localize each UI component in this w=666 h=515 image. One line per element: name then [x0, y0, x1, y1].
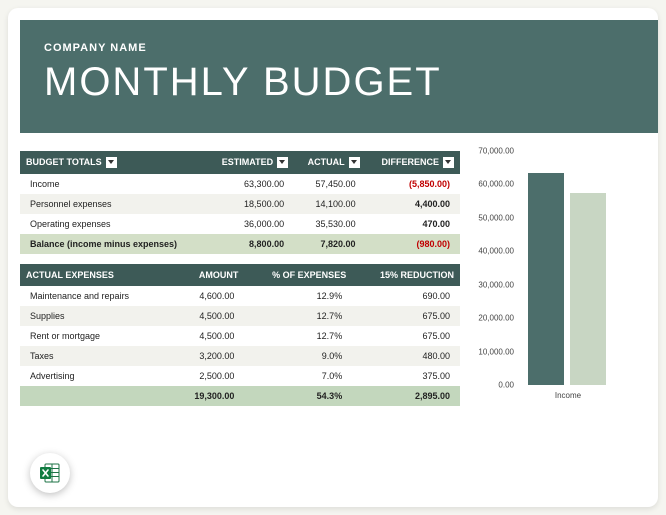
cell-estimated: 18,500.00 [207, 194, 295, 214]
table-row[interactable]: Maintenance and repairs4,600.0012.9%690.… [20, 286, 460, 306]
chart-y-label: 60,000.00 [470, 180, 514, 189]
cell-reduction: 690.00 [352, 286, 460, 306]
chart-bar [528, 173, 564, 385]
template-card: COMPANY NAME MONTHLY BUDGET BUDGET TOTAL… [8, 8, 658, 507]
hero-banner: COMPANY NAME MONTHLY BUDGET [20, 20, 658, 133]
cell-estimated: 36,000.00 [207, 214, 295, 234]
cell-actual: 35,530.00 [294, 214, 365, 234]
actual-expenses-header-row: ACTUAL EXPENSES AMOUNT % OF EXPENSES 15%… [20, 264, 460, 286]
excel-badge[interactable] [30, 453, 70, 493]
col-difference[interactable]: DIFFERENCE [366, 151, 460, 174]
cell-amount: 19,300.00 [169, 386, 244, 406]
table-row[interactable]: Personnel expenses18,500.0014,100.004,40… [20, 194, 460, 214]
col-amount[interactable]: AMOUNT [169, 264, 244, 286]
chart-y-label: 70,000.00 [470, 147, 514, 156]
cell-amount: 4,500.00 [169, 306, 244, 326]
cell-amount: 4,500.00 [169, 326, 244, 346]
excel-icon [38, 461, 62, 485]
company-name: COMPANY NAME [44, 42, 634, 54]
table-row[interactable]: Taxes3,200.009.0%480.00 [20, 346, 460, 366]
cell-reduction: 675.00 [352, 306, 460, 326]
table-row[interactable]: Supplies4,500.0012.7%675.00 [20, 306, 460, 326]
col-budget-totals[interactable]: BUDGET TOTALS [20, 151, 207, 174]
row-label: Rent or mortgage [20, 326, 169, 346]
table-row[interactable]: Advertising2,500.007.0%375.00 [20, 366, 460, 386]
row-label: Advertising [20, 366, 169, 386]
filter-icon[interactable] [277, 157, 288, 168]
filter-icon[interactable] [106, 157, 117, 168]
cell-difference: (980.00) [366, 234, 460, 254]
budget-totals-header-row: BUDGET TOTALS ESTIMATED ACTUAL DIFFERENC… [20, 151, 460, 174]
row-label: Maintenance and repairs [20, 286, 169, 306]
table-row[interactable]: Income63,300.0057,450.00(5,850.00) [20, 174, 460, 194]
col-actual[interactable]: ACTUAL [294, 151, 365, 174]
col-15-reduction[interactable]: 15% REDUCTION [352, 264, 460, 286]
cell-pct: 9.0% [244, 346, 352, 366]
actual-expenses-table: ACTUAL EXPENSES AMOUNT % OF EXPENSES 15%… [20, 264, 460, 406]
cell-difference: (5,850.00) [366, 174, 460, 194]
chart-zone: Income 70,000.0060,000.0050,000.0040,000… [470, 151, 646, 411]
chart-y-label: 20,000.00 [470, 314, 514, 323]
totals-row[interactable]: 19,300.0054.3%2,895.00 [20, 386, 460, 406]
cell-actual: 57,450.00 [294, 174, 365, 194]
cell-pct: 54.3% [244, 386, 352, 406]
chart-y-label: 40,000.00 [470, 247, 514, 256]
row-label [20, 386, 169, 406]
cell-actual: 14,100.00 [294, 194, 365, 214]
filter-icon[interactable] [349, 157, 360, 168]
row-label: Balance (income minus expenses) [20, 234, 207, 254]
cell-difference: 470.00 [366, 214, 460, 234]
content-area: BUDGET TOTALS ESTIMATED ACTUAL DIFFERENC… [8, 151, 658, 423]
cell-reduction: 675.00 [352, 326, 460, 346]
cell-pct: 7.0% [244, 366, 352, 386]
chart-bar [570, 193, 606, 385]
cell-amount: 3,200.00 [169, 346, 244, 366]
row-label: Operating expenses [20, 214, 207, 234]
cell-reduction: 480.00 [352, 346, 460, 366]
row-label: Income [20, 174, 207, 194]
cell-difference: 4,400.00 [366, 194, 460, 214]
row-label: Supplies [20, 306, 169, 326]
col-estimated[interactable]: ESTIMATED [207, 151, 295, 174]
cell-pct: 12.7% [244, 306, 352, 326]
row-label: Taxes [20, 346, 169, 366]
chart-y-label: 30,000.00 [470, 280, 514, 289]
chart-y-label: 0.00 [470, 381, 514, 390]
page-title: MONTHLY BUDGET [44, 60, 634, 105]
cell-actual: 7,820.00 [294, 234, 365, 254]
cell-amount: 4,600.00 [169, 286, 244, 306]
chart-plot-area [520, 151, 616, 385]
income-bar-chart: Income 70,000.0060,000.0050,000.0040,000… [470, 151, 620, 411]
tables-column: BUDGET TOTALS ESTIMATED ACTUAL DIFFERENC… [20, 151, 460, 411]
cell-reduction: 375.00 [352, 366, 460, 386]
balance-row[interactable]: Balance (income minus expenses)8,800.007… [20, 234, 460, 254]
cell-reduction: 2,895.00 [352, 386, 460, 406]
chart-y-label: 10,000.00 [470, 347, 514, 356]
cell-pct: 12.9% [244, 286, 352, 306]
row-label: Personnel expenses [20, 194, 207, 214]
filter-icon[interactable] [443, 157, 454, 168]
table-row[interactable]: Operating expenses36,000.0035,530.00470.… [20, 214, 460, 234]
chart-y-label: 50,000.00 [470, 213, 514, 222]
col-pct-expenses[interactable]: % OF EXPENSES [244, 264, 352, 286]
cell-amount: 2,500.00 [169, 366, 244, 386]
cell-pct: 12.7% [244, 326, 352, 346]
col-actual-expenses[interactable]: ACTUAL EXPENSES [20, 264, 169, 286]
cell-estimated: 63,300.00 [207, 174, 295, 194]
cell-estimated: 8,800.00 [207, 234, 295, 254]
table-row[interactable]: Rent or mortgage4,500.0012.7%675.00 [20, 326, 460, 346]
chart-x-label: Income [520, 391, 616, 400]
budget-totals-table: BUDGET TOTALS ESTIMATED ACTUAL DIFFERENC… [20, 151, 460, 254]
